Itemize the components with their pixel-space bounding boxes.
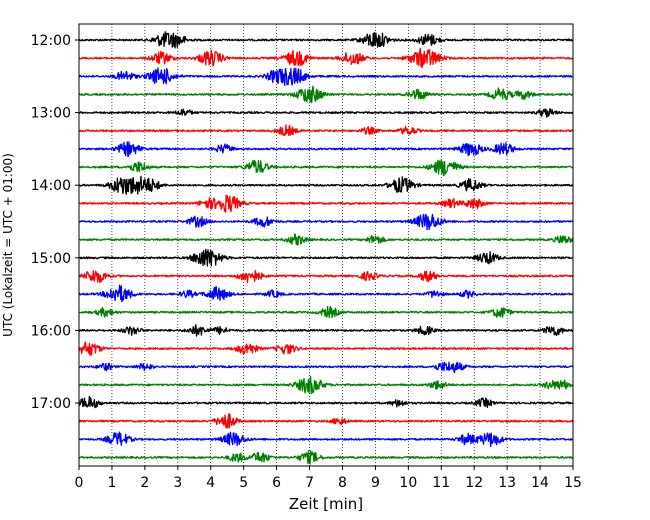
trace-3: [78, 85, 574, 104]
trace-22: [78, 431, 574, 447]
seismic-traces: [78, 31, 574, 465]
y-tick-label-3: 15:00: [31, 251, 71, 267]
y-tick-label-1: 13:00: [31, 106, 71, 122]
trace-23: [78, 450, 574, 465]
trace-13: [78, 270, 574, 284]
trace-18: [78, 361, 574, 374]
trace-7: [78, 159, 574, 177]
x-tick-label-6: 6: [272, 475, 281, 491]
x-tick-label-2: 2: [140, 475, 149, 491]
grid-lines: [111, 24, 541, 466]
trace-6: [78, 141, 574, 158]
trace-15: [78, 305, 574, 319]
x-tick-label-14: 14: [531, 475, 549, 491]
trace-14: [78, 284, 574, 303]
x-tick-label-0: 0: [75, 475, 84, 491]
trace-1: [78, 47, 574, 69]
x-tick-label-15: 15: [564, 475, 582, 491]
trace-4: [78, 108, 574, 118]
trace-20: [78, 395, 574, 409]
trace-9: [78, 194, 574, 213]
trace-8: [78, 175, 574, 195]
x-axis-label: Zeit [min]: [289, 495, 363, 513]
x-tick-label-12: 12: [465, 475, 483, 491]
y-axis-ticks: 12:00 13:00 14:00 15:00 16:00 17:00: [31, 33, 79, 412]
y-tick-label-4: 16:00: [31, 323, 71, 339]
trace-11: [78, 233, 574, 246]
trace-5: [78, 124, 574, 136]
x-tick-label-3: 3: [173, 475, 182, 491]
x-tick-label-11: 11: [432, 475, 450, 491]
trace-10: [78, 213, 574, 231]
y-tick-label-0: 12:00: [31, 33, 71, 49]
trace-2: [78, 67, 574, 87]
trace-17: [78, 341, 574, 356]
y-tick-label-2: 14:00: [31, 178, 71, 194]
x-tick-label-1: 1: [107, 475, 116, 491]
x-tick-label-5: 5: [239, 475, 248, 491]
x-axis-ticks: 0 1 2 3 4 5 6 7 8 9 10 11 12 13 14 15: [75, 466, 582, 491]
y-tick-label-5: 17:00: [31, 396, 71, 412]
x-tick-label-8: 8: [338, 475, 347, 491]
trace-16: [78, 324, 574, 337]
trace-0: [78, 31, 574, 49]
trace-12: [78, 248, 574, 267]
trace-21: [78, 413, 574, 429]
x-tick-label-13: 13: [498, 475, 516, 491]
x-tick-label-10: 10: [399, 475, 417, 491]
plot-frame: [78, 23, 574, 467]
x-tick-label-7: 7: [305, 475, 314, 491]
y-axis-label: UTC (Lokalzeit = UTC + 01:00): [1, 153, 15, 337]
x-tick-label-9: 9: [371, 475, 380, 491]
trace-19: [78, 375, 574, 395]
x-tick-label-4: 4: [206, 475, 215, 491]
